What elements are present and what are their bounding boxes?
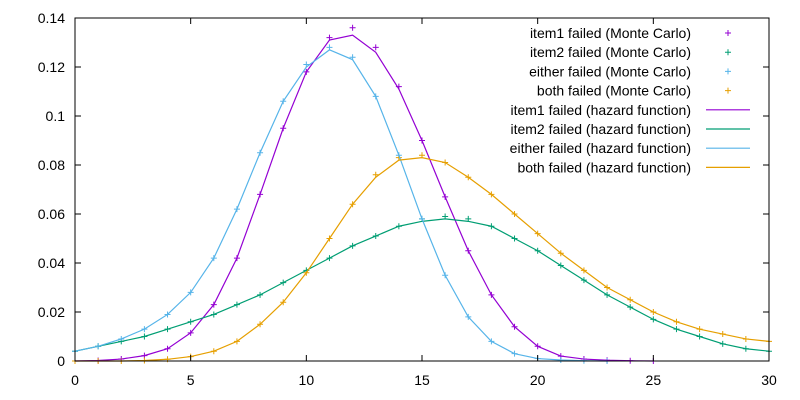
y-tick-label: 0.12: [38, 59, 65, 75]
x-tick-label: 25: [646, 372, 662, 388]
legend-marker: [725, 30, 731, 36]
legend-entry: item1 failed (hazard function): [510, 102, 750, 118]
y-tick-label: 0.14: [38, 10, 65, 26]
y-tick-label: 0.02: [38, 304, 65, 320]
legend-label: both failed (hazard function): [517, 159, 691, 175]
x-tick-label: 30: [761, 372, 777, 388]
legend-label: either failed (hazard function): [510, 140, 691, 156]
legend-entry: either failed (hazard function): [510, 140, 750, 156]
ticks-layer: 0 5 10 15 20 25 30 0 0.02 0.04 0.06 0.08 0.1 0.12 0.14: [38, 10, 777, 388]
legend-label: item2 failed (hazard function): [510, 121, 691, 137]
x-tick-label: 10: [299, 372, 315, 388]
legend-label: both failed (Monte Carlo): [537, 83, 691, 99]
legend-entry: item2 failed (hazard function): [510, 121, 750, 137]
legend-label: item1 failed (Monte Carlo): [530, 25, 691, 41]
x-tick-label: 20: [530, 372, 546, 388]
y-tick-label: 0.08: [38, 157, 65, 173]
y-tick-label: 0.06: [38, 206, 65, 222]
hazard-line-4: [75, 157, 770, 362]
mc-point: [372, 44, 379, 51]
monte-carlo-series-4: [72, 152, 772, 364]
legend-label: item1 failed (hazard function): [510, 102, 691, 118]
legend-marker: [725, 87, 731, 94]
legend-label: item2 failed (Monte Carlo): [530, 44, 691, 60]
y-tick-label: 0.04: [38, 255, 65, 271]
hazard-line-1: [74, 34, 654, 362]
legend-entry: either failed (Monte Carlo): [529, 63, 731, 79]
hazard-line-2: [74, 218, 770, 352]
legend: item1 failed (Monte Carlo) item2 failed (…: [510, 25, 750, 175]
y-tick-label: 0: [57, 353, 65, 369]
legend-entry: item2 failed (Monte Carlo): [530, 44, 731, 60]
monte-carlo-series-2: [72, 213, 772, 355]
legend-label: either failed (Monte Carlo): [529, 63, 691, 79]
legend-marker: [725, 49, 731, 56]
x-tick-label: 5: [187, 372, 195, 388]
y-tick-label: 0.1: [46, 108, 66, 124]
monte-carlo-series-3: [72, 44, 611, 364]
legend-entry: both failed (Monte Carlo): [537, 83, 731, 99]
legend-marker: [725, 68, 731, 75]
x-tick-label: 0: [71, 372, 79, 388]
x-tick-label: 15: [414, 372, 430, 388]
legend-entry: both failed (hazard function): [517, 159, 750, 175]
legend-entry: item1 failed (Monte Carlo): [530, 25, 731, 41]
mc-point: [349, 24, 356, 31]
hazard-line-3: [74, 49, 608, 362]
